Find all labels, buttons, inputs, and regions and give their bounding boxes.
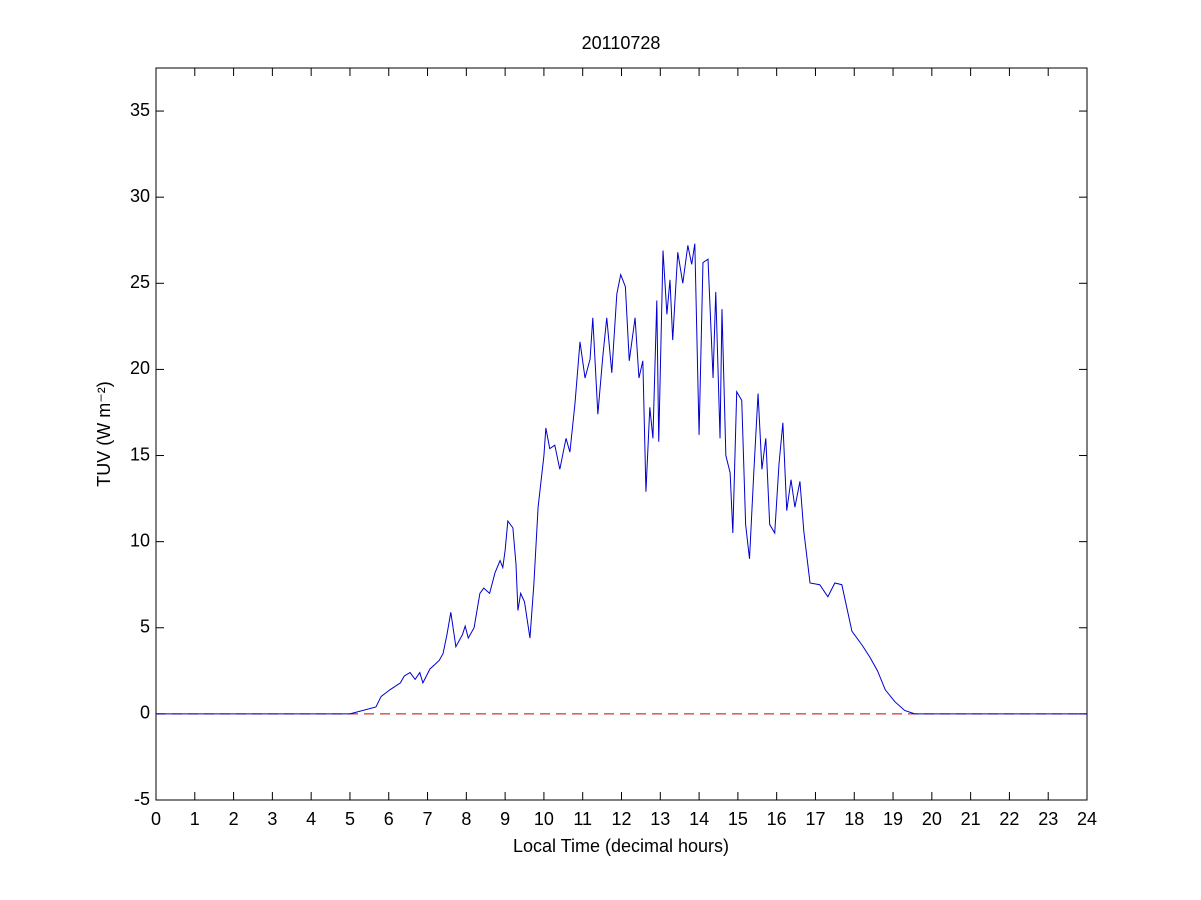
x-tick-label: 24 [1077, 809, 1097, 829]
y-tick-label: 0 [140, 703, 150, 723]
x-tick-label: 8 [461, 809, 471, 829]
x-tick-label: 16 [767, 809, 787, 829]
plot-box [155, 67, 1088, 801]
x-tick-label: 7 [423, 809, 433, 829]
x-axis-label: Local Time (decimal hours) [513, 836, 729, 856]
x-tick-label: 1 [190, 809, 200, 829]
x-tick-label: 10 [534, 809, 554, 829]
x-tick-label: 3 [267, 809, 277, 829]
x-tick-label: 5 [345, 809, 355, 829]
y-axis-label: TUV (W m⁻²) [94, 381, 114, 486]
x-tick-label: 21 [961, 809, 981, 829]
y-tick-label: 5 [140, 617, 150, 637]
data-line [156, 243, 1087, 715]
x-tick-label: 0 [151, 809, 161, 829]
y-tick-label: 15 [130, 444, 150, 464]
x-tick-label: 14 [689, 809, 709, 829]
y-tick-label: 30 [130, 186, 150, 206]
x-tick-label: 6 [384, 809, 394, 829]
y-tick-label: 10 [130, 530, 150, 550]
y-tick-label: 25 [130, 272, 150, 292]
chart-title: 20110728 [582, 33, 661, 53]
x-tick-label: 15 [728, 809, 748, 829]
x-tick-label: 2 [229, 809, 239, 829]
y-tick-label: 20 [130, 358, 150, 378]
x-tick-label: 22 [999, 809, 1019, 829]
x-tick-label: 11 [573, 809, 592, 829]
x-tick-label: 20 [922, 809, 942, 829]
x-tick-label: 4 [306, 809, 316, 829]
x-tick-label: 12 [611, 809, 631, 829]
x-tick-label: 18 [844, 809, 864, 829]
x-tick-label: 17 [805, 809, 825, 829]
x-tick-label: 23 [1038, 809, 1058, 829]
y-tick-label: -5 [134, 789, 150, 809]
x-tick-label: 13 [650, 809, 670, 829]
x-tick-label: 9 [500, 809, 510, 829]
y-tick-label: 35 [130, 100, 150, 120]
x-tick-label: 19 [883, 809, 903, 829]
